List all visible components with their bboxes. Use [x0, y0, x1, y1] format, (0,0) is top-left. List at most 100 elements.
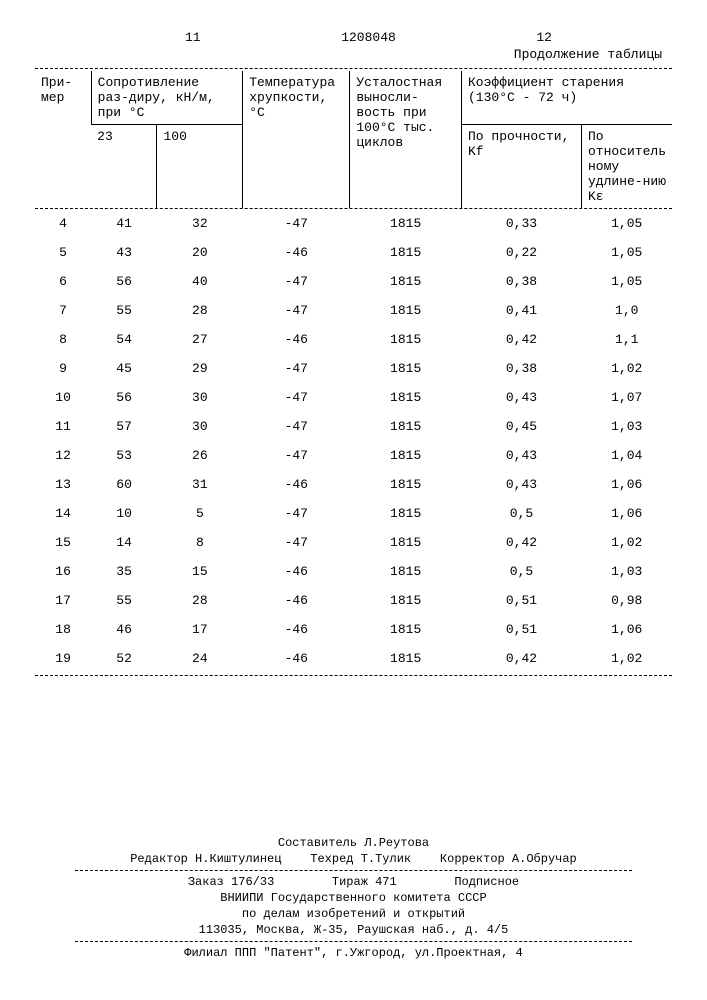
cell: 55 [91, 296, 157, 325]
col-fatigue: Усталостная выносли-вость при 100°С тыс.… [350, 71, 462, 208]
cell: 1,06 [581, 499, 672, 528]
cell: 0,38 [461, 267, 581, 296]
cell: -47 [243, 412, 350, 441]
cell: 1,0 [581, 296, 672, 325]
cell: 1,02 [581, 528, 672, 557]
table-row: 85427-4618150,421,1 [35, 325, 672, 354]
cell: 57 [91, 412, 157, 441]
divider [35, 68, 672, 69]
table-row: 175528-4618150,510,98 [35, 586, 672, 615]
cell: 1815 [350, 499, 462, 528]
table-row: 125326-4718150,431,04 [35, 441, 672, 470]
cell: 1815 [350, 267, 462, 296]
editor: Редактор Н.Киштулинец [130, 852, 281, 866]
cell: 55 [91, 586, 157, 615]
order: Заказ 176/33 [188, 875, 274, 889]
col-brittle-temp: Температура хрупкости, °С [243, 71, 350, 208]
cell: 0,38 [461, 354, 581, 383]
table-row: 163515-4618150,51,03 [35, 557, 672, 586]
cell: 35 [91, 557, 157, 586]
page-header: 11 1208048 12 [35, 30, 672, 45]
cell: 31 [157, 470, 243, 499]
cell: 1815 [350, 441, 462, 470]
page-left-num: 11 [185, 30, 201, 45]
table-continuation: Продолжение таблицы [35, 47, 662, 62]
table-row: 184617-4618150,511,06 [35, 615, 672, 644]
cell: 1815 [350, 644, 462, 673]
table-row: 136031-4618150,431,06 [35, 470, 672, 499]
cell: 15 [157, 557, 243, 586]
cell: 56 [91, 267, 157, 296]
cell: 16 [35, 557, 91, 586]
cell: 18 [35, 615, 91, 644]
col-100: 100 [157, 125, 243, 209]
table-row: 14105-4718150,51,06 [35, 499, 672, 528]
cell: 52 [91, 644, 157, 673]
cell: 0,43 [461, 470, 581, 499]
cell: 1815 [350, 238, 462, 267]
cell: 0,42 [461, 325, 581, 354]
cell: 7 [35, 296, 91, 325]
cell: 32 [157, 209, 243, 238]
cell: 5 [157, 499, 243, 528]
cell: 28 [157, 586, 243, 615]
cell: -46 [243, 470, 350, 499]
cell: 5 [35, 238, 91, 267]
cell: 8 [157, 528, 243, 557]
divider [75, 870, 632, 871]
cell: -46 [243, 586, 350, 615]
cell: 30 [157, 412, 243, 441]
table-row: 75528-4718150,411,0 [35, 296, 672, 325]
cell: -47 [243, 267, 350, 296]
cell: 0,5 [461, 499, 581, 528]
cell: 1815 [350, 528, 462, 557]
branch: Филиал ППП "Патент", г.Ужгород, ул.Проек… [35, 946, 672, 960]
cell: -47 [243, 441, 350, 470]
cell: -47 [243, 499, 350, 528]
cell: 1815 [350, 209, 462, 238]
table-row: 44132-4718150,331,05 [35, 209, 672, 238]
compiler: Составитель Л.Реутова [35, 836, 672, 850]
col-elongation: По относитель ному удлине-нию Kε [581, 125, 672, 209]
cell: 1815 [350, 615, 462, 644]
cell: 14 [35, 499, 91, 528]
cell: 24 [157, 644, 243, 673]
cell: 1,02 [581, 644, 672, 673]
cell: 1,06 [581, 470, 672, 499]
data-table: При-мер Сопротивление раз-диру, кН/м, пр… [35, 71, 672, 673]
cell: 29 [157, 354, 243, 383]
cell: 0,22 [461, 238, 581, 267]
cell: 41 [91, 209, 157, 238]
cell: 1815 [350, 325, 462, 354]
col-strength: По прочности, Kf [461, 125, 581, 209]
doc-number: 1208048 [341, 30, 396, 45]
cell: 60 [91, 470, 157, 499]
table-row: 65640-4718150,381,05 [35, 267, 672, 296]
cell: 1,05 [581, 209, 672, 238]
cell: 0,42 [461, 644, 581, 673]
cell: 0,43 [461, 383, 581, 412]
cell: 27 [157, 325, 243, 354]
cell: 46 [91, 615, 157, 644]
subscribe: Подписное [454, 875, 519, 889]
cell: -47 [243, 528, 350, 557]
cell: 19 [35, 644, 91, 673]
cell: 1,02 [581, 354, 672, 383]
table-row: 195224-4618150,421,02 [35, 644, 672, 673]
tirazh: Тираж 471 [332, 875, 397, 889]
cell: 30 [157, 383, 243, 412]
cell: 1815 [350, 470, 462, 499]
table-row: 105630-4718150,431,07 [35, 383, 672, 412]
cell: 1,05 [581, 238, 672, 267]
cell: 45 [91, 354, 157, 383]
cell: 17 [157, 615, 243, 644]
cell: 56 [91, 383, 157, 412]
divider [75, 941, 632, 942]
cell: 1,05 [581, 267, 672, 296]
cell: 43 [91, 238, 157, 267]
cell: 14 [91, 528, 157, 557]
col-aging: Коэффициент старения (130°С - 72 ч) [461, 71, 672, 125]
print-row: Заказ 176/33 Тираж 471 Подписное [35, 875, 672, 889]
cell: 0,33 [461, 209, 581, 238]
credits-row: Редактор Н.Киштулинец Техред Т.Тулик Кор… [35, 852, 672, 866]
